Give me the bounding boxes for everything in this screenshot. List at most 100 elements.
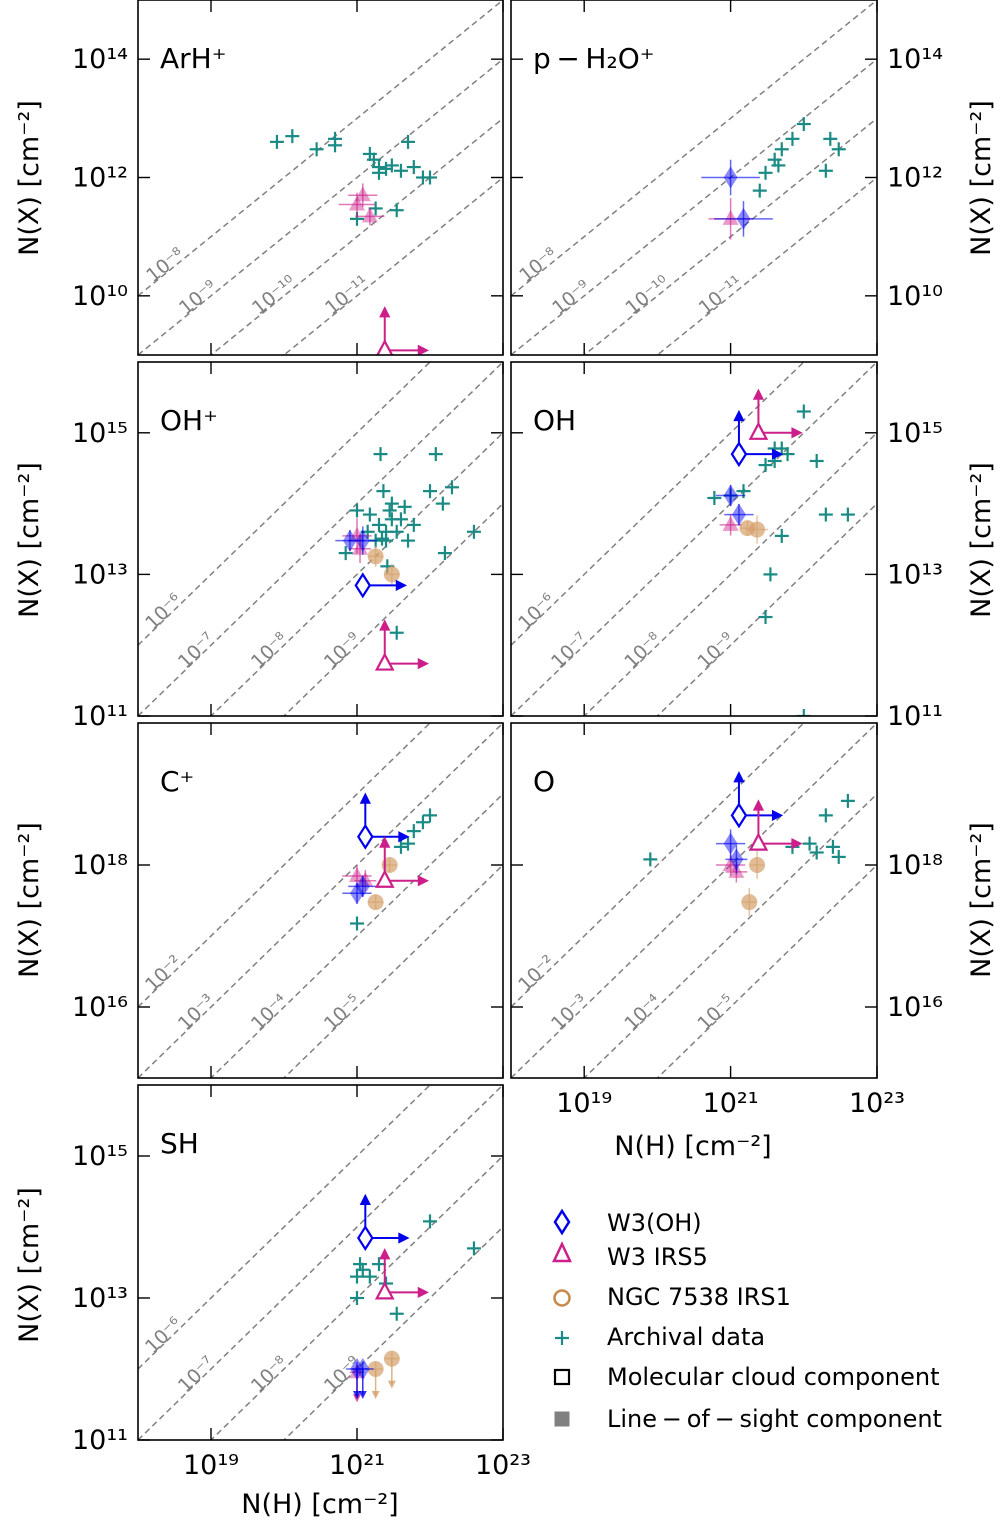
ngc7538-point-sh-1 bbox=[383, 1350, 400, 1389]
ratio-label-o-3: 10⁻⁵ bbox=[693, 990, 738, 1035]
archival-point-arhp-12 bbox=[406, 160, 421, 175]
w3irs5-point-cp-1 bbox=[354, 870, 377, 892]
archival-point-ph2op-3 bbox=[785, 131, 800, 146]
panel-title-ohp: OH⁺ bbox=[160, 404, 218, 437]
panel-ohp: 10⁻⁶10⁻⁷ 10⁻⁸ 10⁻⁹ 10¹¹ 10¹³ 10¹⁵ OH⁺ bbox=[72, 361, 504, 732]
ylabel-row2-left: N(X) [cm⁻²] bbox=[14, 462, 45, 618]
frame-o bbox=[510, 722, 878, 1079]
archival-point-o-2 bbox=[802, 836, 817, 851]
archival-point-ohp-15 bbox=[435, 496, 450, 511]
ytick-label-arhp-2: 10¹⁴ bbox=[72, 44, 128, 75]
archival-point-arhp-17 bbox=[389, 203, 404, 218]
archival-point-o-6 bbox=[840, 793, 855, 808]
archival-point-ohp-14 bbox=[428, 447, 443, 462]
archival-point-ohp-12 bbox=[406, 517, 421, 532]
archival-point-ph2op-4 bbox=[796, 117, 811, 132]
archival-point-ph2op-7 bbox=[831, 142, 846, 157]
ratio-line-arhp-3 bbox=[282, 176, 503, 355]
ratio-line-sh-0 bbox=[138, 1085, 432, 1370]
ratio-label-ohp-2: 10⁻⁸ bbox=[247, 628, 292, 673]
ratio-line-ph2op-2 bbox=[583, 117, 877, 355]
archival-point-ohp-22 bbox=[389, 625, 404, 640]
panel-arhp: 10⁻⁸10⁻⁹ 10⁻¹⁰ 10⁻¹¹ 10¹⁰ 10¹² 10¹⁴ ArH⁺ bbox=[72, 0, 504, 356]
legend-marker-ngc7538 bbox=[553, 1289, 571, 1307]
ratio-label-oh-0: 10⁻⁶ bbox=[514, 589, 559, 634]
ratio-line-cp-1 bbox=[138, 723, 503, 1078]
w3oh-point-ph2op-1 bbox=[714, 201, 773, 237]
w3oh-point-cp-1 bbox=[348, 875, 378, 898]
ylabel-row1-left: N(X) [cm⁻²] bbox=[14, 100, 45, 256]
archival-point-sh-9 bbox=[353, 1257, 368, 1272]
archival-point-arhp-4 bbox=[328, 131, 343, 146]
archival-point-cp-1 bbox=[393, 839, 408, 854]
w3irs5-limit-oh-0 bbox=[748, 388, 803, 440]
panel-title-ph2op: p − H₂O⁺ bbox=[533, 42, 655, 75]
xtick-label-sh-2: 10²³ bbox=[475, 1450, 531, 1481]
legend-label-w3oh: W3(OH) bbox=[607, 1209, 702, 1237]
ylabel-row3-right: N(X) [cm⁻²] bbox=[966, 822, 997, 978]
ratio-line-ohp-0 bbox=[138, 362, 432, 646]
xtick-label-sh-0: 10¹⁹ bbox=[183, 1450, 239, 1481]
xlabel-bottom: N(H) [cm⁻²] bbox=[241, 1489, 398, 1520]
legend-label-molecular: Molecular cloud component bbox=[607, 1363, 940, 1391]
ngc7538-point-oh-1 bbox=[746, 515, 769, 544]
xlabel-right-column: N(H) [cm⁻²] bbox=[614, 1131, 771, 1162]
archival-point-sh-1 bbox=[350, 1269, 364, 1284]
ratio-line-cp-2 bbox=[209, 793, 503, 1078]
ratio-line-sh-2 bbox=[209, 1155, 503, 1440]
panel-cp: 10⁻²10⁻³ 10⁻⁴ 10⁻⁵ 10¹⁶ 10¹⁸ C⁺ bbox=[72, 722, 504, 1079]
ratio-label-o-0: 10⁻² bbox=[514, 951, 559, 996]
legend-marker-archival bbox=[555, 1331, 569, 1345]
ratio-label-cp-2: 10⁻⁴ bbox=[247, 990, 293, 1035]
ytick-label-right-oh-0: 10¹¹ bbox=[887, 701, 943, 732]
ytick-label-cp-0: 10¹⁶ bbox=[72, 992, 128, 1023]
panel-title-o: O bbox=[533, 765, 555, 798]
ytick-label-right-oh-1: 10¹³ bbox=[887, 559, 943, 590]
frame-oh bbox=[510, 361, 878, 717]
archival-point-ohp-20 bbox=[397, 499, 412, 514]
legend-marker-los bbox=[554, 1411, 570, 1427]
ratio-line-o-0 bbox=[511, 723, 805, 1008]
archival-point-ph2op-5 bbox=[818, 163, 833, 178]
ytick-label-sh-2: 10¹⁵ bbox=[72, 1141, 128, 1172]
ytick-label-cp-1: 10¹⁸ bbox=[72, 850, 128, 881]
w3irs5-point-ohp-0 bbox=[342, 518, 372, 554]
ratio-line-o-3 bbox=[656, 864, 877, 1078]
ratio-label-ph2op-3: 10⁻¹¹ bbox=[695, 271, 747, 319]
ratio-line-arhp-0 bbox=[138, 0, 503, 297]
archival-point-oh-14 bbox=[796, 709, 811, 716]
ytick-label-right-ph2op-0: 10¹⁰ bbox=[887, 281, 943, 312]
archival-point-arhp-0 bbox=[269, 134, 284, 149]
archival-point-ohp-16 bbox=[437, 546, 452, 561]
w3oh-point-sh-1 bbox=[351, 1358, 374, 1399]
legend-label-los: Line − of − sight component bbox=[607, 1405, 942, 1433]
legend-marker-molecular bbox=[553, 1368, 571, 1386]
archival-point-cp-3 bbox=[406, 824, 421, 839]
ytick-label-ohp-1: 10¹³ bbox=[72, 559, 128, 590]
ratio-line-oh-3 bbox=[656, 503, 877, 716]
ytick-label-arhp-0: 10¹⁰ bbox=[72, 281, 128, 312]
archival-point-oh-10 bbox=[840, 507, 855, 522]
legend-label-archival: Archival data bbox=[607, 1323, 765, 1351]
w3irs5-limit-arhp-0 bbox=[376, 306, 429, 355]
archival-point-cp-2 bbox=[401, 836, 416, 851]
archival-point-oh-9 bbox=[818, 507, 833, 522]
ylabel-row4-left: N(X) [cm⁻²] bbox=[14, 1187, 45, 1343]
ytick-label-right-ph2op-1: 10¹² bbox=[887, 163, 943, 194]
archival-point-ohp-7 bbox=[382, 503, 397, 518]
archival-point-oh-8 bbox=[809, 453, 824, 468]
archival-point-sh-8 bbox=[466, 1241, 481, 1256]
xtick-label-o-1: 10²¹ bbox=[703, 1088, 759, 1119]
frame-cp bbox=[137, 722, 504, 1079]
ngc7538-point-cp-1 bbox=[367, 894, 384, 911]
archival-point-arhp-2 bbox=[309, 142, 324, 157]
w3oh-point-cp-0 bbox=[342, 882, 372, 905]
w3irs5-point-ohp-1 bbox=[349, 534, 371, 563]
ratio-line-cp-3 bbox=[282, 864, 503, 1078]
ngc7538-point-ohp-0 bbox=[367, 545, 384, 567]
archival-point-sh-4 bbox=[371, 1257, 386, 1272]
ratio-label-sh-2: 10⁻⁸ bbox=[247, 1352, 292, 1397]
archival-point-ph2op-6 bbox=[823, 131, 838, 146]
w3irs5-limit-o-0 bbox=[748, 799, 803, 851]
